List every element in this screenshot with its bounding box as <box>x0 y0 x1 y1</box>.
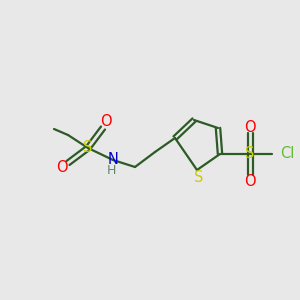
Text: O: O <box>100 115 112 130</box>
Text: O: O <box>56 160 68 175</box>
Text: H: H <box>106 164 116 176</box>
Text: O: O <box>244 119 256 134</box>
Text: S: S <box>83 140 93 155</box>
Text: Cl: Cl <box>280 146 294 161</box>
Text: S: S <box>245 146 255 161</box>
Text: S: S <box>194 169 204 184</box>
Text: N: N <box>108 152 118 167</box>
Text: O: O <box>244 173 256 188</box>
